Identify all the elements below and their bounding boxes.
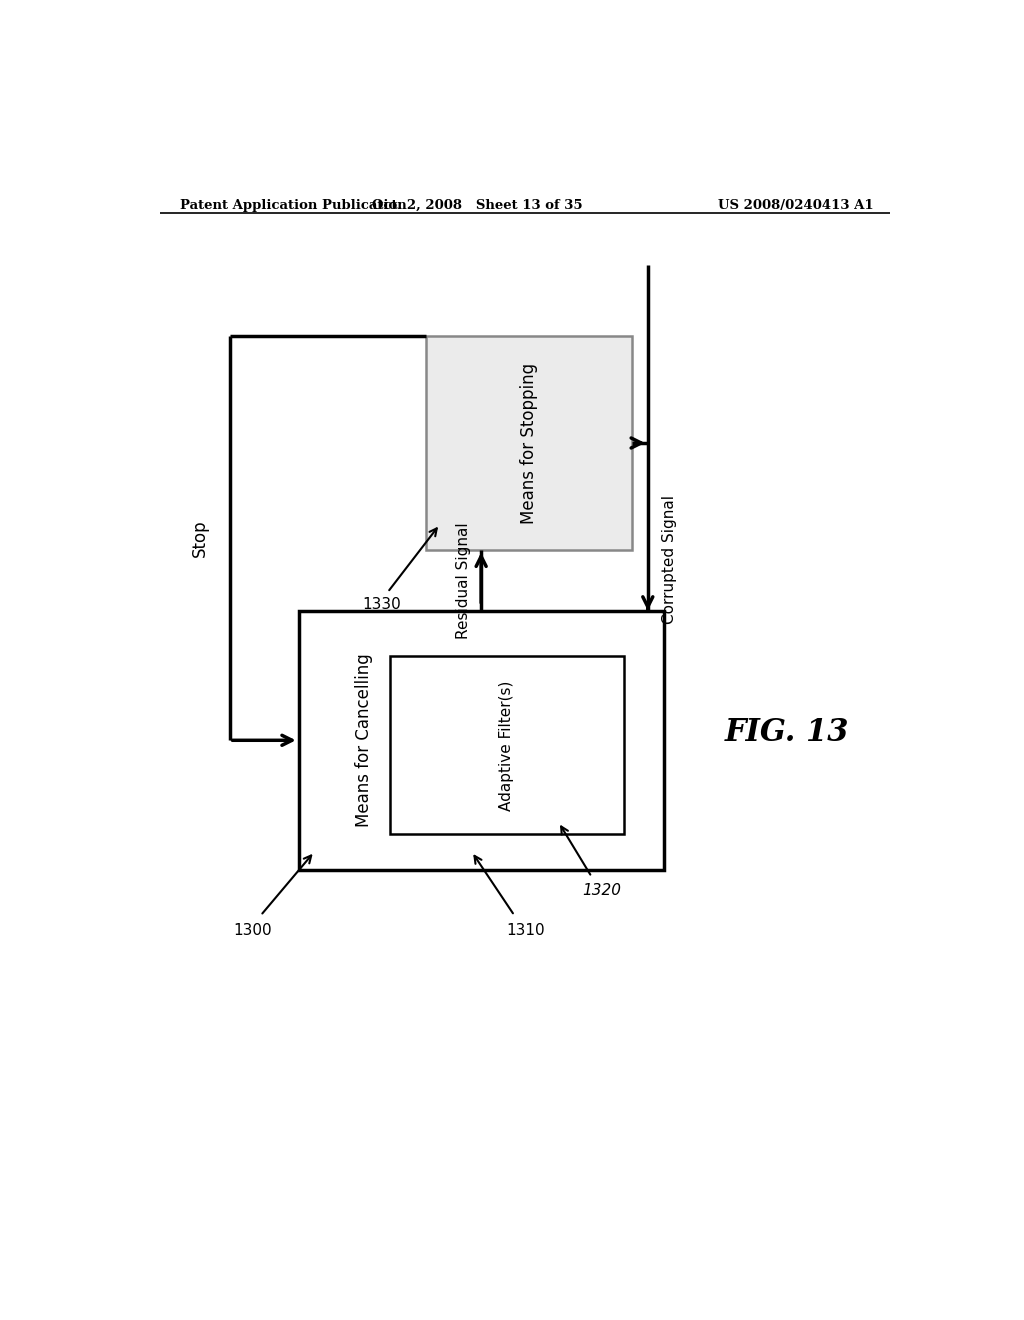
Text: 1320: 1320 [583, 883, 622, 898]
Text: 1310: 1310 [506, 923, 545, 937]
Bar [426, 337, 632, 549]
Text: FIG. 13: FIG. 13 [724, 717, 849, 748]
Text: Stop: Stop [190, 520, 209, 557]
Text: US 2008/0240413 A1: US 2008/0240413 A1 [719, 199, 873, 213]
Text: Patent Application Publication: Patent Application Publication [179, 199, 407, 213]
Bar [299, 611, 664, 870]
Text: 1300: 1300 [233, 923, 272, 937]
Text: Means for Stopping: Means for Stopping [520, 363, 538, 524]
Text: Oct. 2, 2008   Sheet 13 of 35: Oct. 2, 2008 Sheet 13 of 35 [372, 199, 583, 213]
Bar [390, 656, 624, 834]
Text: Residual Signal: Residual Signal [457, 521, 471, 639]
Text: Adaptive Filter(s): Adaptive Filter(s) [500, 680, 514, 810]
Text: Corrupted Signal: Corrupted Signal [662, 495, 677, 624]
Text: 1330: 1330 [362, 598, 401, 612]
Text: Means for Cancelling: Means for Cancelling [355, 653, 374, 828]
